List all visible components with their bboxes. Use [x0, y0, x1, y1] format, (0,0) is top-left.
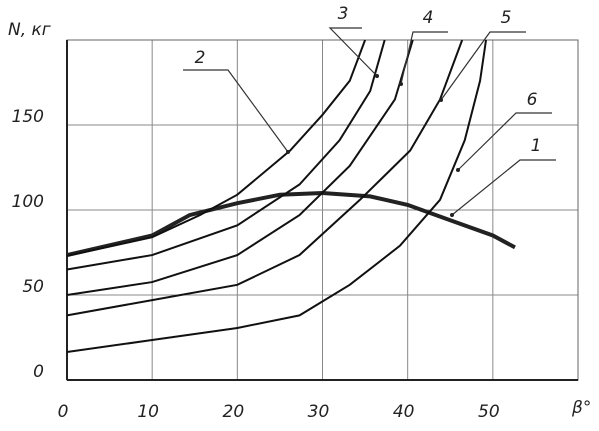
curve-label: 3 — [338, 4, 349, 24]
x-tick-label: 30 — [308, 402, 330, 422]
x-tick-label: 20 — [223, 402, 245, 422]
y-tick-label: 50 — [22, 277, 44, 297]
leader-dot — [439, 98, 443, 102]
curve — [66, 39, 488, 353]
leader-line — [440, 31, 526, 101]
curve-label: 6 — [527, 90, 538, 110]
leader-dot — [456, 168, 460, 172]
y-tick-label: 100 — [12, 192, 44, 212]
y-tick-label: 0 — [33, 362, 44, 382]
leader-line — [451, 159, 556, 216]
leader-line — [400, 31, 448, 85]
curve — [66, 39, 464, 317]
curve-label: 1 — [531, 136, 542, 156]
x-tick-label: 40 — [393, 402, 415, 422]
leader-line — [457, 112, 552, 171]
x-tick-label: 0 — [58, 402, 69, 422]
curve — [66, 39, 367, 257]
y-tick-label: 150 — [12, 107, 44, 127]
leader-dot — [286, 150, 290, 154]
leader-line — [328, 27, 378, 77]
leader-dot — [375, 74, 379, 78]
x-axis-label: β° — [571, 398, 591, 418]
curve-label: 4 — [423, 8, 434, 28]
leader-dot — [399, 82, 403, 86]
curve-label: 5 — [501, 8, 512, 28]
curve — [66, 190, 516, 257]
curve-label: 2 — [195, 48, 206, 68]
leader-line — [183, 69, 289, 153]
leader-dot — [450, 213, 454, 217]
x-tick-label: 10 — [137, 402, 159, 422]
curve — [66, 39, 414, 296]
curve — [66, 39, 386, 271]
y-axis-label: N, кг — [8, 20, 51, 40]
x-tick-label: 50 — [478, 402, 500, 422]
